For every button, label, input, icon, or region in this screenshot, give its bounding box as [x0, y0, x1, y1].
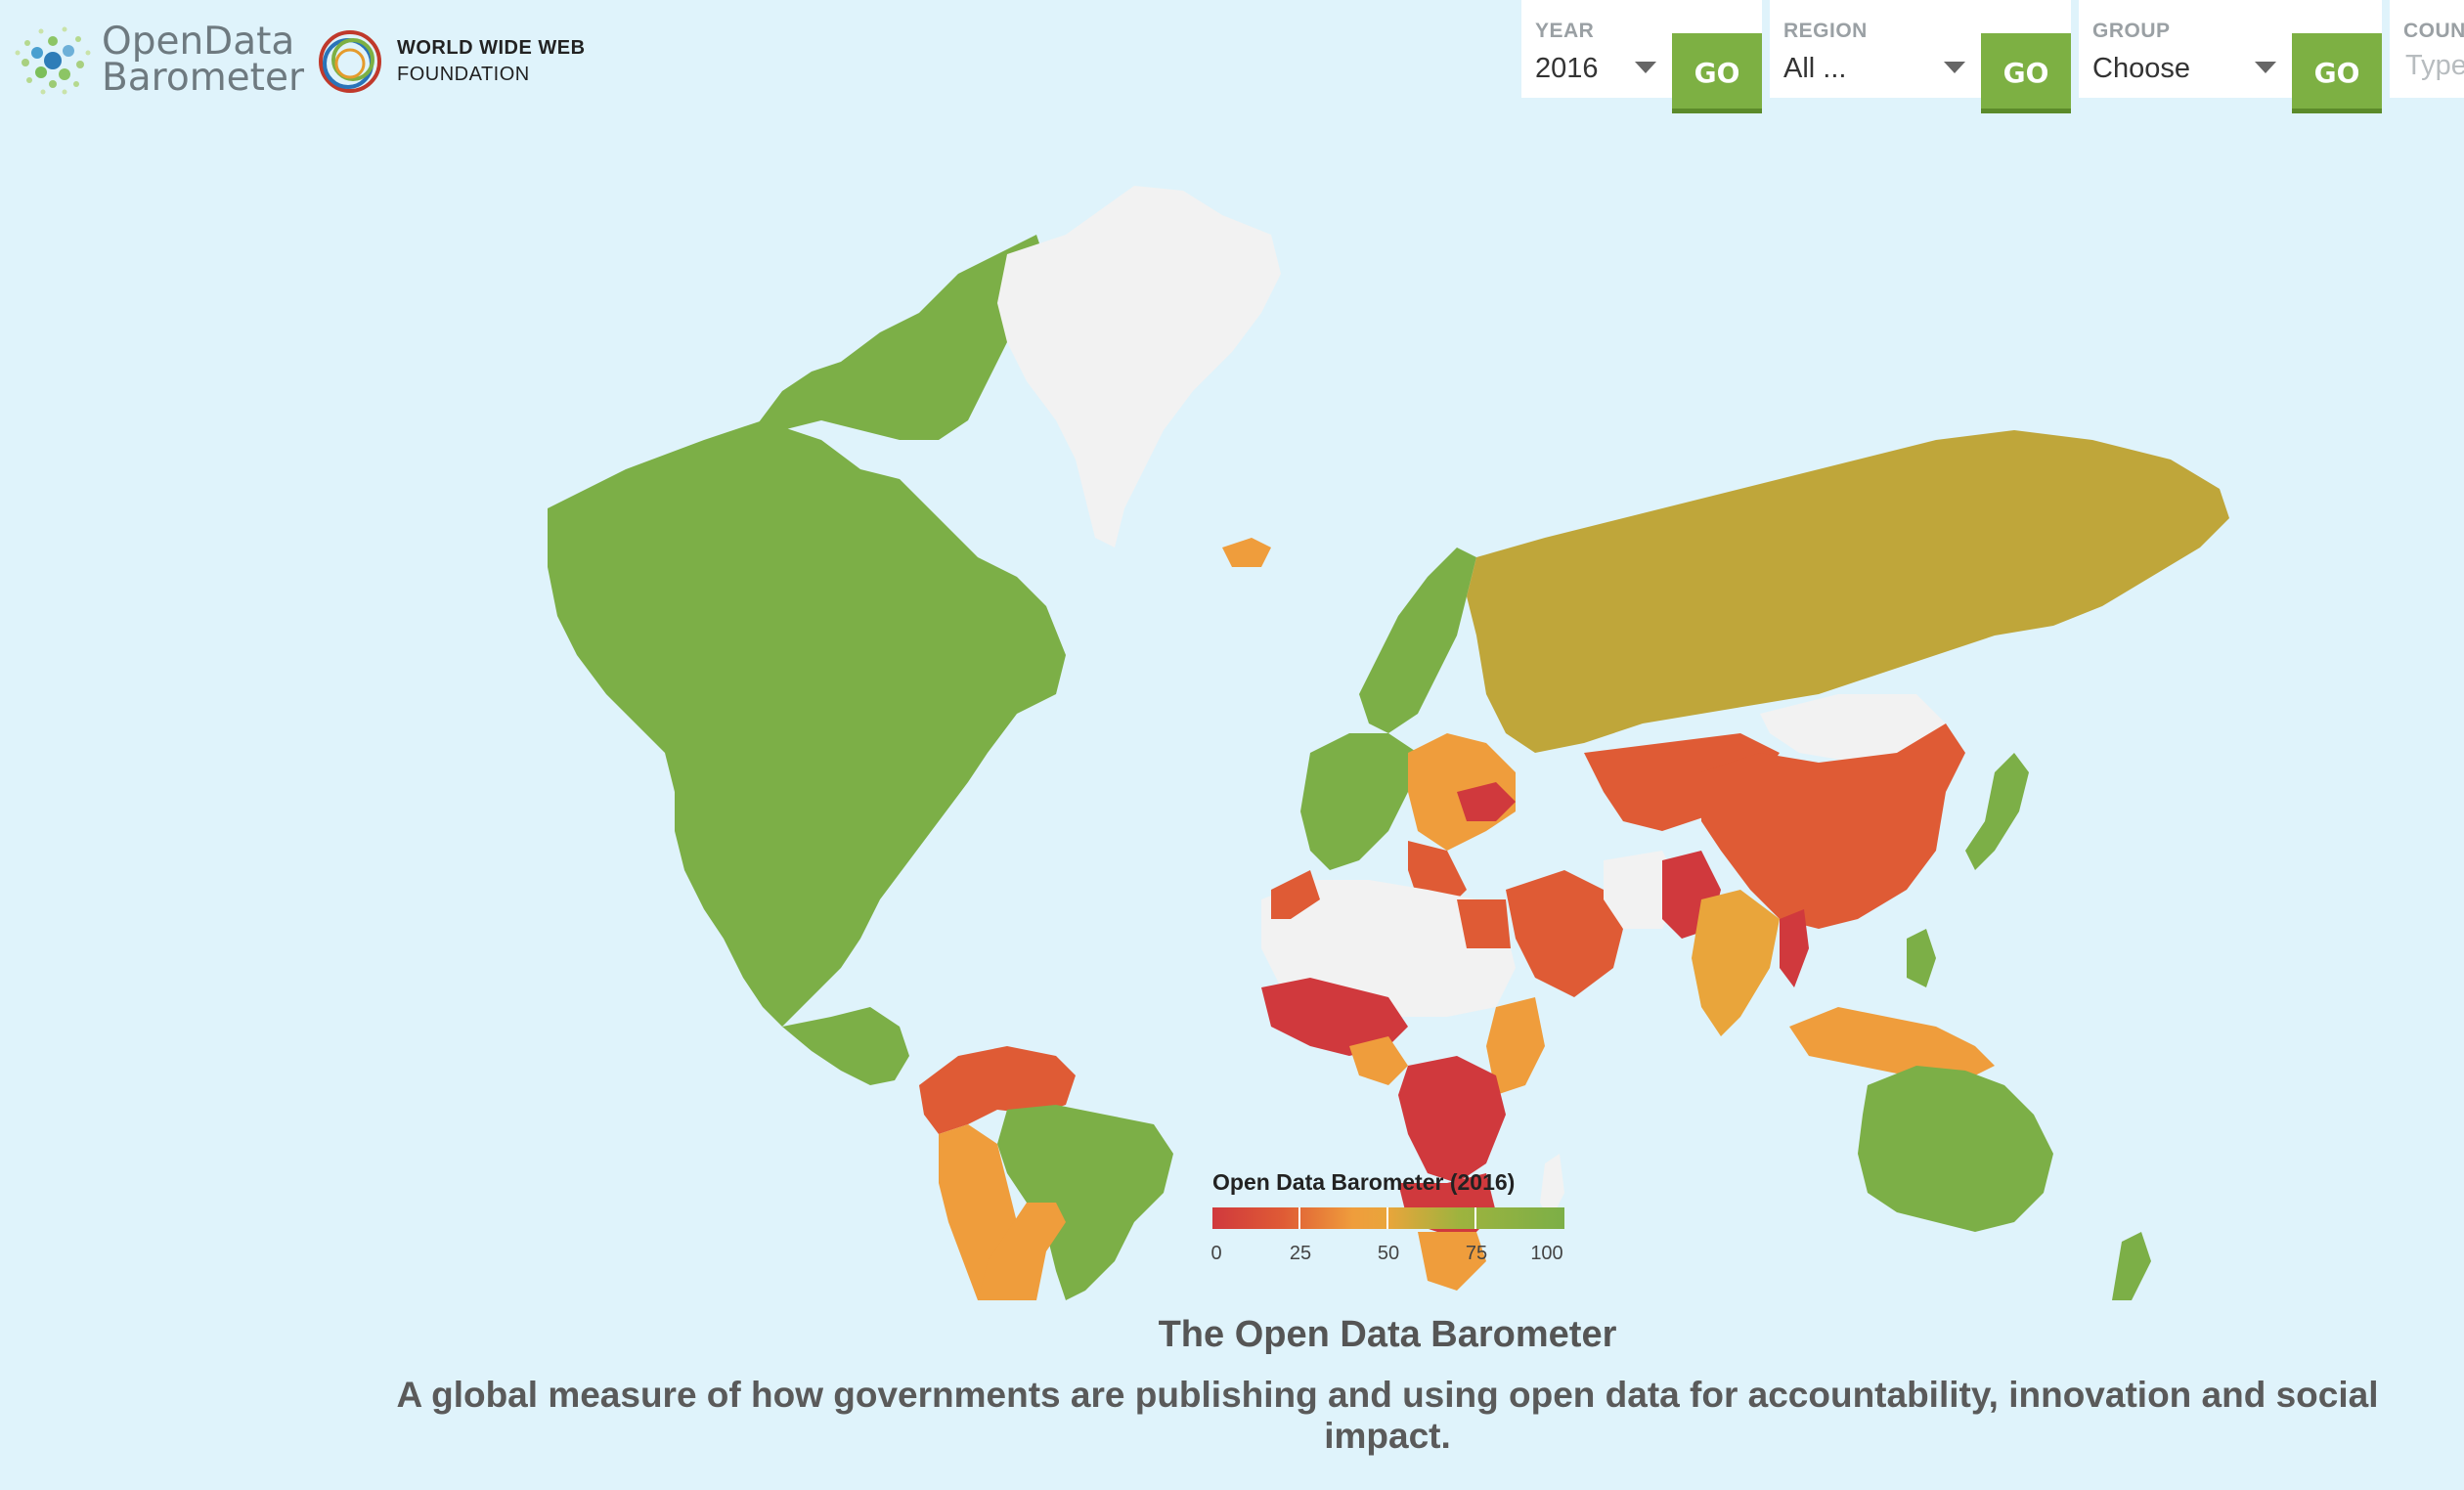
india-region[interactable] — [1692, 890, 1780, 1036]
legend-tick: 0 — [1210, 1243, 1222, 1264]
mexico-central-america-region[interactable] — [782, 1007, 909, 1085]
legend-tick: 25 — [1289, 1243, 1312, 1264]
group-label: GROUP — [2092, 20, 2171, 42]
new-zealand-region[interactable] — [2112, 1232, 2151, 1300]
year-go-button[interactable]: GO — [1672, 33, 1762, 113]
russia-region[interactable] — [1467, 430, 2229, 753]
country-filter: COUN — [2390, 0, 2464, 98]
southeast-asia-region[interactable] — [1789, 1007, 1995, 1085]
madagascar-region[interactable] — [1540, 1154, 1564, 1222]
world-choropleth-map — [548, 186, 2229, 1300]
chevron-down-icon[interactable] — [2255, 62, 2276, 73]
central-asia-region[interactable] — [1584, 733, 1780, 831]
south-africa-region[interactable] — [1418, 1232, 1486, 1291]
argentina-region[interactable] — [978, 1203, 1066, 1300]
china-region[interactable] — [1701, 723, 1965, 929]
country-search-input[interactable] — [2403, 49, 2464, 83]
central-africa-region[interactable] — [1398, 1056, 1506, 1183]
year-filter: YEAR 2016 GO — [1521, 0, 1762, 113]
group-filter: GROUP Choose GO — [2079, 0, 2382, 113]
map-legend: Open Data Barometer (2016) 0 25 50 75 10… — [1210, 1169, 1564, 1272]
group-go-button[interactable]: GO — [2292, 33, 2382, 113]
japan-region[interactable] — [1965, 753, 2029, 870]
legend-tick-labels: 0 25 50 75 100 — [1210, 1243, 1564, 1272]
region-filter: REGION All ... GO — [1770, 0, 2071, 113]
dots-logo-icon — [15, 26, 91, 95]
mongolia-region[interactable] — [1760, 694, 1946, 763]
ukraine-region[interactable] — [1457, 782, 1516, 821]
legend-divider — [1474, 1207, 1476, 1229]
year-select[interactable]: 2016 — [1535, 53, 1599, 84]
morocco-region[interactable] — [1271, 870, 1320, 919]
year-label: YEAR — [1535, 20, 1595, 42]
region-go-button[interactable]: GO — [1981, 33, 2071, 113]
brazil-region[interactable] — [997, 1105, 1173, 1300]
legend-divider — [1386, 1207, 1388, 1229]
www-logo-line1: WORLD WIDE WEB — [397, 37, 586, 59]
middle-east-region[interactable] — [1506, 870, 1623, 997]
odb-logo-line2: Barometer — [102, 56, 304, 100]
legend-tick: 50 — [1377, 1243, 1400, 1264]
page-subtitle: A global measure of how governments are … — [396, 1375, 2379, 1456]
page-title: The Open Data Barometer — [1158, 1314, 1617, 1355]
scandinavia-region[interactable] — [1359, 548, 1476, 733]
legend-tick: 100 — [1530, 1243, 1563, 1264]
odb-logo-line1: OpenData — [102, 20, 295, 64]
www-logo-line2: FOUNDATION — [397, 64, 530, 85]
legend-color-scale — [1212, 1207, 1564, 1229]
myanmar-region[interactable] — [1780, 909, 1809, 987]
nigeria-region[interactable] — [1349, 1036, 1408, 1085]
world-wide-web-foundation-logo[interactable]: WORLD WIDE WEB FOUNDATION — [315, 26, 586, 97]
chevron-down-icon[interactable] — [1944, 62, 1965, 73]
legend-divider — [1298, 1207, 1300, 1229]
greenland-region[interactable] — [997, 186, 1281, 548]
legend-tick: 75 — [1465, 1243, 1488, 1264]
open-data-barometer-logo[interactable]: OpenData Barometer — [14, 20, 304, 100]
western-europe-region[interactable] — [1300, 733, 1418, 870]
filter-bar: YEAR 2016 GO REGION All ... GO GROUP Cho… — [1521, 0, 2464, 113]
group-select[interactable]: Choose — [2092, 53, 2190, 84]
east-africa-region[interactable] — [1486, 997, 1545, 1095]
legend-title: Open Data Barometer (2016) — [1212, 1169, 1516, 1195]
west-africa-region[interactable] — [1261, 978, 1408, 1056]
rings-logo-icon — [319, 30, 381, 93]
country-label: COUN — [2403, 20, 2464, 42]
region-select[interactable]: All ... — [1783, 53, 1847, 84]
chevron-down-icon[interactable] — [1635, 62, 1656, 73]
philippines-region[interactable] — [1907, 929, 1936, 987]
iceland-region[interactable] — [1222, 538, 1271, 567]
arctic-archipelago-region[interactable] — [753, 235, 1046, 440]
region-label: REGION — [1783, 20, 1868, 42]
australia-region[interactable] — [1858, 1066, 2053, 1232]
north-america-region[interactable] — [548, 420, 1066, 1027]
egypt-region[interactable] — [1457, 899, 1511, 948]
